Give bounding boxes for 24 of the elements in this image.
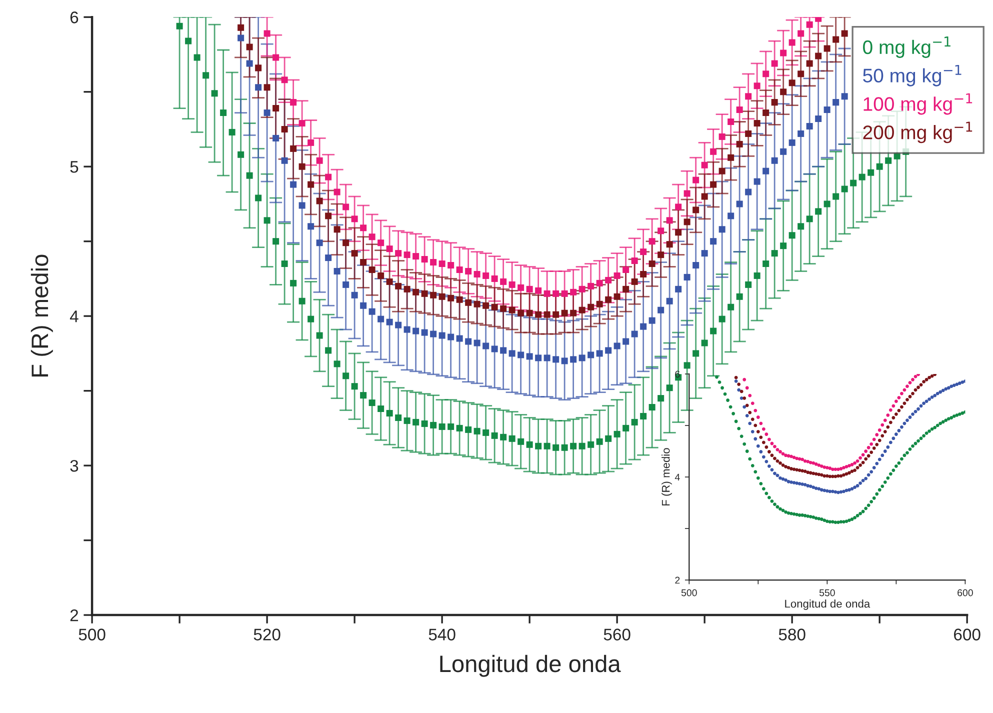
y-tick-label: 3 — [70, 460, 78, 472]
y-axis-title: F (R) medio — [30, 254, 53, 376]
x-tick-label: 550 — [819, 589, 835, 596]
text: 100 mg kg$^{−1}$ — [864, 93, 972, 115]
y-tick-label: 2 — [70, 609, 78, 622]
x-axis-title: Longitud de onda — [440, 654, 621, 677]
y-tick-label: 4 — [70, 310, 78, 322]
x-tick-label: 540 — [428, 628, 456, 640]
x-tick-label: 600 — [954, 628, 980, 640]
text: 200 mg kg$^{−1}$ — [863, 122, 972, 144]
x-tick-label: 580 — [778, 628, 806, 640]
x-tick-label: 500 — [681, 589, 697, 596]
x-tick-label: 500 — [78, 628, 106, 640]
text: 0 mg kg$^{−1}$ — [863, 36, 950, 58]
x-tick-label: 520 — [254, 628, 280, 640]
series-label: 50 mg kg$^{−1}$ — [863, 64, 962, 86]
x-tick-label: 560 — [604, 628, 630, 640]
y-axis-title: F (R) medio — [662, 448, 672, 506]
x-axis-title: Longitud de onda — [785, 600, 870, 610]
y-tick-label: 5 — [70, 161, 78, 173]
x-tick-label: 600 — [958, 589, 973, 596]
y-tick-label: 2 — [675, 576, 680, 584]
y-tick-label: 4 — [674, 474, 680, 481]
y-tick-label: 6 — [70, 12, 78, 24]
